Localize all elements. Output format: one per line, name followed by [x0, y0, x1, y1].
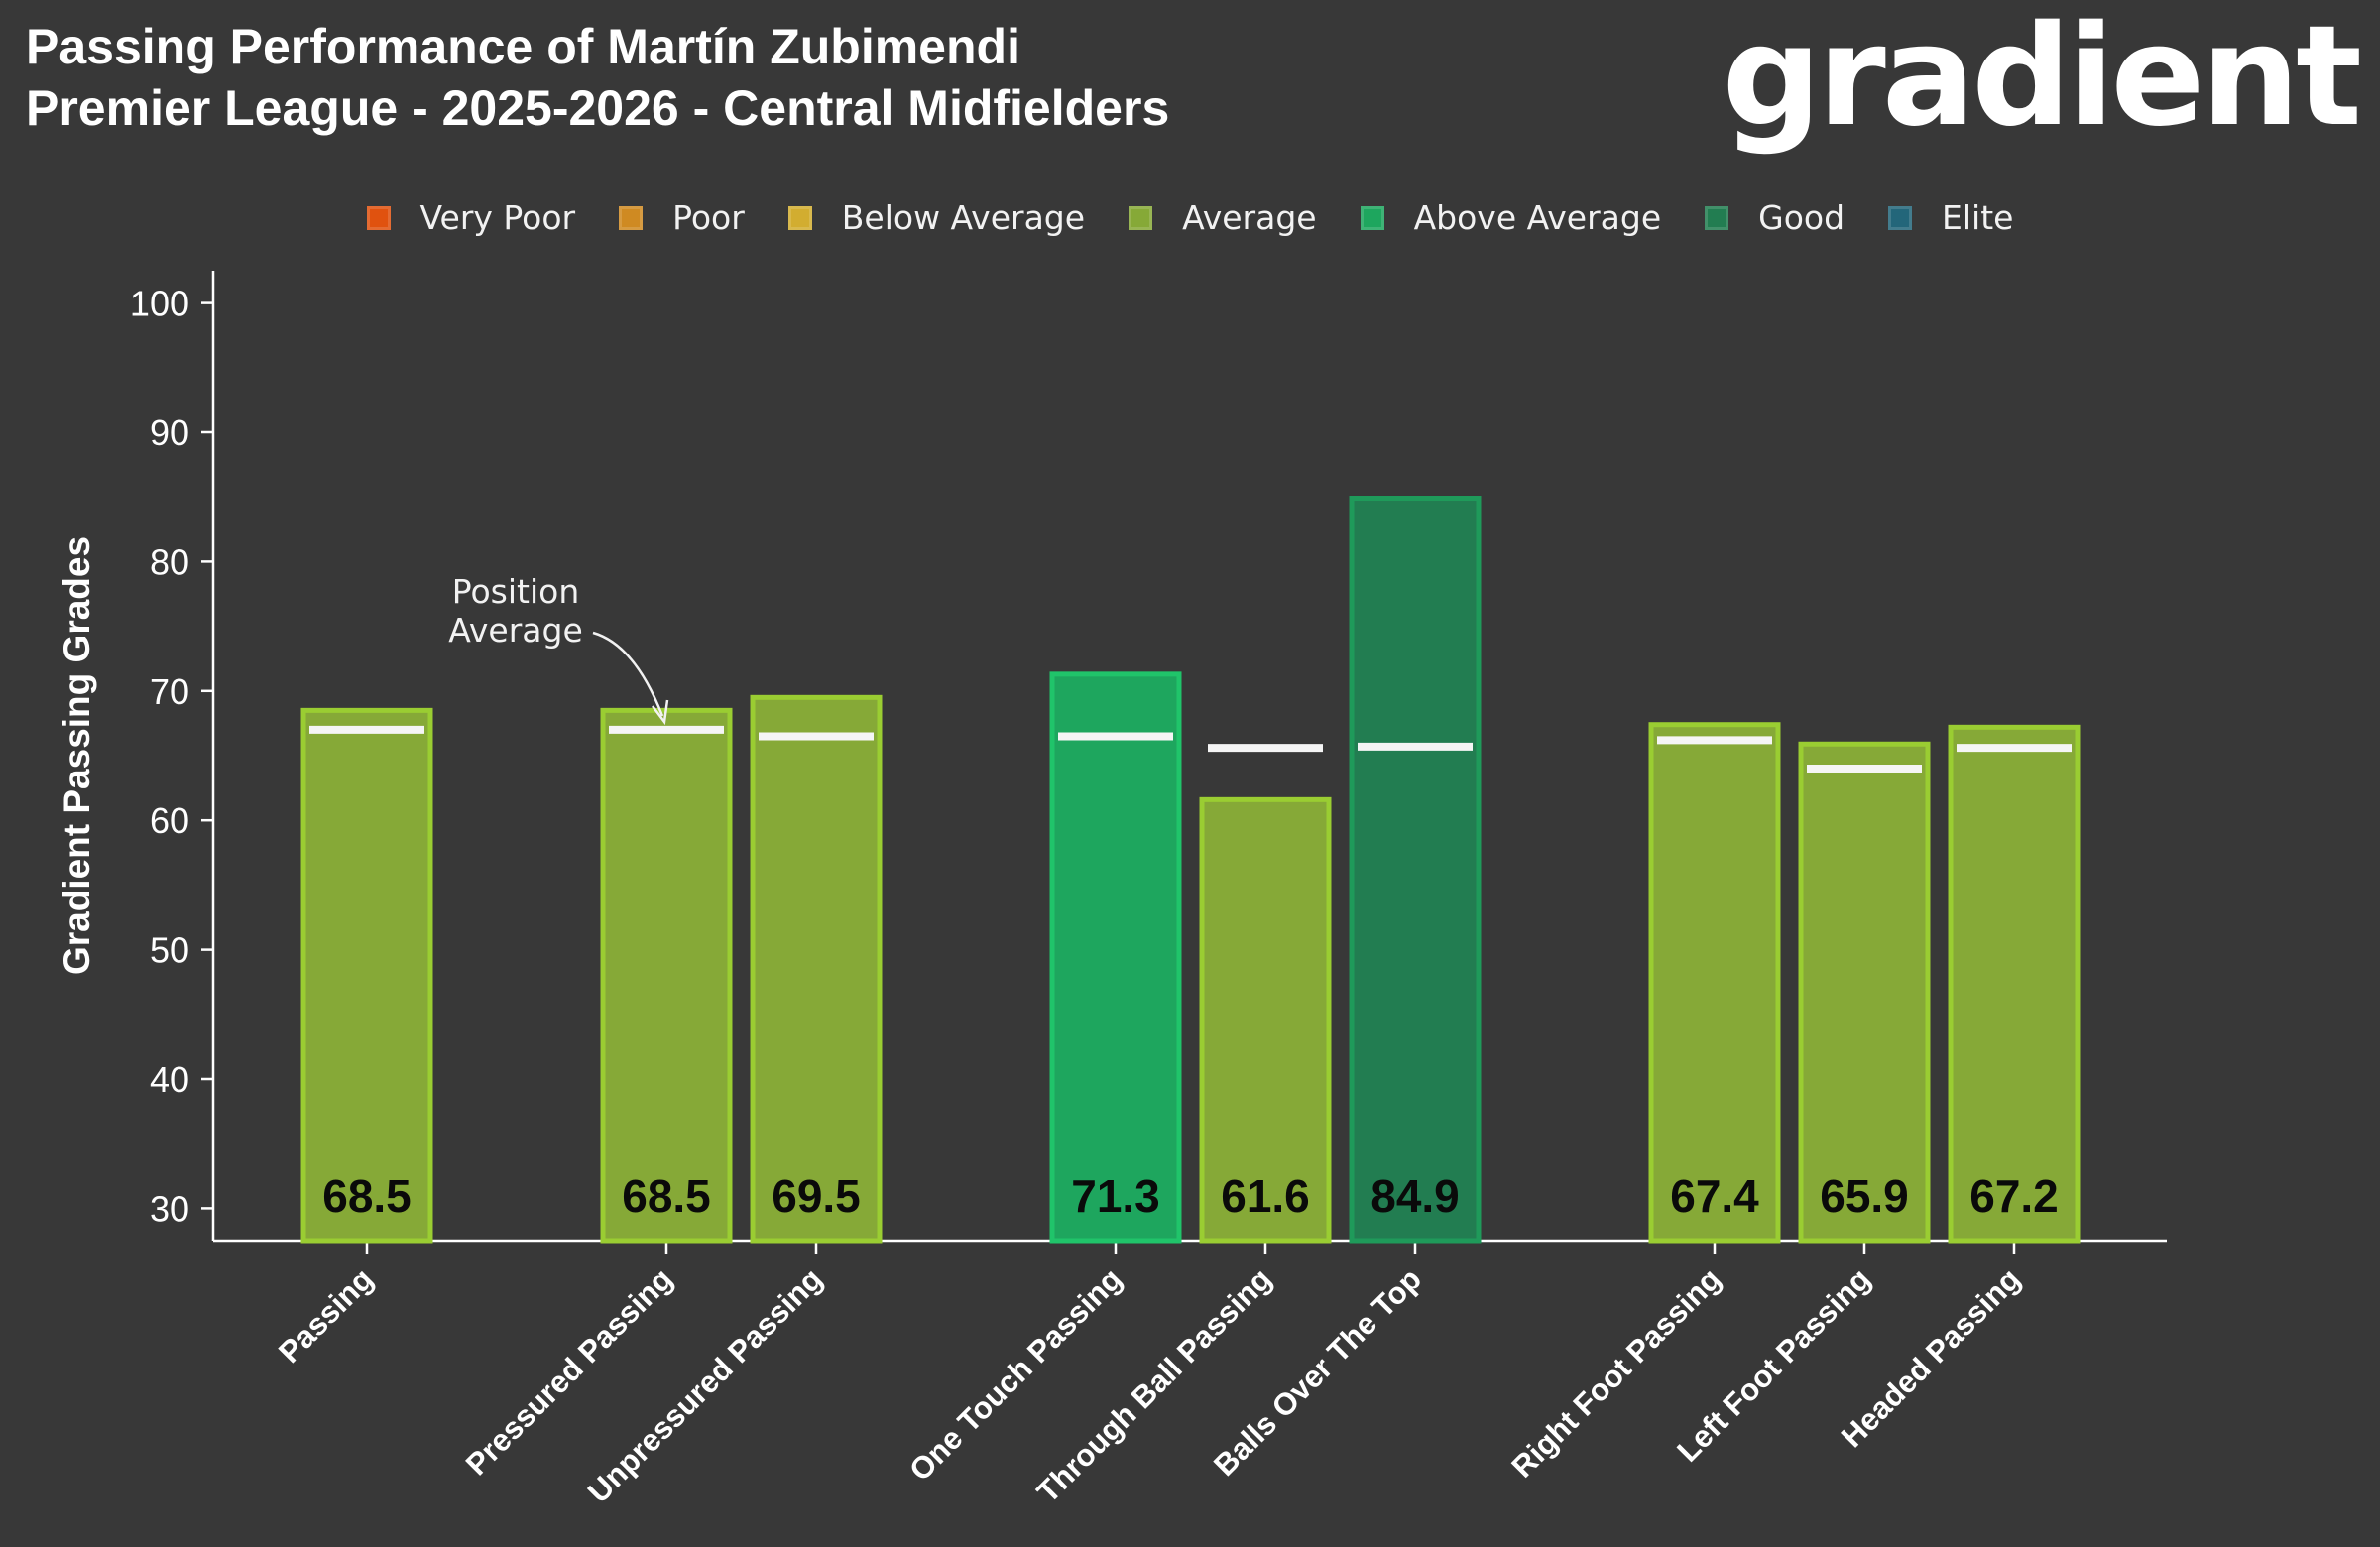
legend-swatch [619, 205, 644, 230]
bar-value-label: 67.4 [1670, 1170, 1759, 1222]
y-axis-label: Gradient Passing Grades [57, 536, 97, 975]
bar-value-label: 61.6 [1221, 1170, 1310, 1222]
legend-item: Good [1705, 198, 1844, 237]
bar [1199, 796, 1332, 1244]
bar-value-label: 68.5 [622, 1170, 711, 1222]
legend-item: Poor [619, 198, 745, 237]
legend-swatch [1129, 205, 1153, 230]
annotation-line2: Average [448, 611, 583, 650]
legend-swatch [1888, 205, 1913, 230]
bars [300, 496, 2081, 1244]
legend-item: Very Poor [366, 198, 576, 237]
legend-label: Very Poor [419, 198, 576, 237]
legend: Very Poor Poor Below Average Average Above A… [0, 198, 2380, 237]
legend-label: Good [1758, 198, 1845, 237]
bar [600, 707, 733, 1244]
bar-value-label: 71.3 [1071, 1170, 1160, 1222]
annotation-line1: Position [452, 572, 580, 611]
y-tick-label: 90 [150, 413, 189, 453]
y-tick-label: 80 [150, 541, 189, 582]
bar-value-label: 65.9 [1820, 1170, 1909, 1222]
y-tick-label: 50 [150, 930, 189, 971]
chart-subtitle: Premier League - 2025-2026 - Central Mid… [26, 80, 1170, 136]
legend-label: Poor [672, 198, 745, 237]
y-tick-label: 70 [150, 671, 189, 712]
legend-label: Average [1182, 198, 1317, 237]
position-average-annotation: Position Average [448, 572, 669, 726]
legend-label: Above Average [1413, 198, 1662, 237]
x-tick-label: Passing [272, 1261, 380, 1369]
y-tick-label: 40 [150, 1059, 189, 1100]
legend-swatch [1360, 205, 1384, 230]
bar-value-label: 69.5 [772, 1170, 861, 1222]
gradient-logo: gradient [1722, 0, 2362, 158]
y-tick-label: 30 [150, 1188, 189, 1229]
legend-label: Below Average [841, 198, 1086, 237]
y-tick-label: 100 [130, 284, 189, 324]
legend-item: Average [1129, 198, 1317, 237]
chart-title: Passing Performance of Martín Zubimendi [26, 19, 1020, 74]
bar-value-label: 68.5 [322, 1170, 412, 1222]
legend-swatch [366, 205, 391, 230]
bar-value-label: 84.9 [1370, 1170, 1460, 1222]
legend-label: Elite [1942, 198, 2014, 237]
bar-value-label: 67.2 [1969, 1170, 2059, 1222]
annotation-arrow [592, 631, 664, 717]
bar [1798, 741, 1931, 1244]
legend-item: Below Average [787, 198, 1086, 237]
bar [1948, 724, 2081, 1244]
legend-item: Elite [1888, 198, 2013, 237]
y-tick-label: 60 [150, 800, 189, 841]
bar [1049, 671, 1182, 1244]
annotation-arrowhead [652, 699, 669, 726]
bar [1349, 496, 1482, 1244]
axes: 30 40 50 60 70 80 90 100 [130, 271, 2167, 1254]
legend-item: Above Average [1360, 198, 1662, 237]
legend-swatch [787, 205, 812, 230]
bar [1648, 722, 1781, 1244]
legend-swatch [1705, 205, 1729, 230]
bar [750, 694, 883, 1244]
bar [300, 707, 433, 1244]
